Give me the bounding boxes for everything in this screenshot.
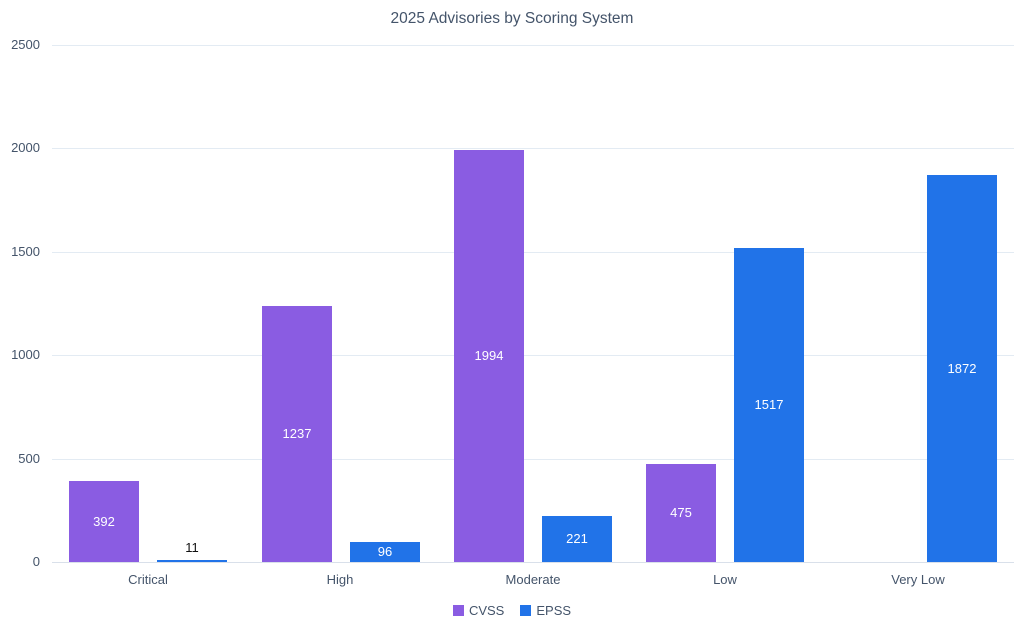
- bar-value-label: 1994: [474, 348, 504, 363]
- bar-value-label: 96: [377, 544, 393, 559]
- bar-cvss-high: [262, 306, 332, 562]
- bar-value-label: 1237: [282, 426, 312, 441]
- bar-cvss-critical: [69, 481, 139, 562]
- gridline: [52, 45, 1014, 46]
- gridline: [52, 355, 1014, 356]
- x-axis-label-moderate: Moderate: [505, 572, 561, 587]
- chart-title: 2025 Advisories by Scoring System: [390, 10, 634, 27]
- bar-cvss-moderate: [454, 150, 524, 562]
- x-axis-label-critical: Critical: [128, 572, 168, 587]
- gridline: [52, 459, 1014, 460]
- bar-epss-low: [734, 248, 804, 562]
- x-axis-label-very-low: Very Low: [891, 572, 945, 587]
- y-axis-tick-label: 2000: [11, 140, 40, 155]
- legend-item-cvss: CVSS: [452, 603, 505, 618]
- bar-value-label: 221: [566, 531, 588, 546]
- chart-legend: CVSS EPSS: [0, 603, 1024, 618]
- bar-value-label: 1872: [947, 361, 977, 376]
- bar-epss-moderate: [542, 516, 612, 562]
- x-axis-label-low: Low: [713, 572, 737, 587]
- y-axis-tick-label: 2500: [11, 37, 40, 52]
- bar-value-label: 11: [185, 540, 199, 555]
- legend-label-epss: EPSS: [536, 603, 572, 618]
- y-axis-tick-label: 1000: [11, 347, 40, 362]
- bar-epss-very-low: [927, 175, 997, 562]
- y-axis-tick-label: 1500: [11, 244, 40, 259]
- x-axis-line: [52, 562, 1014, 563]
- bar-epss-high: [350, 542, 420, 562]
- gridline: [52, 252, 1014, 253]
- y-axis-tick-label: 0: [32, 554, 40, 569]
- bar-value-label: 1517: [754, 397, 784, 412]
- legend-swatch-epss: [520, 605, 532, 616]
- y-axis-tick-label: 500: [18, 451, 40, 466]
- bar-cvss-low: [646, 464, 716, 562]
- bar-epss-critical: [157, 560, 227, 562]
- bar-value-label: 392: [93, 514, 115, 529]
- bar-value-label: 475: [670, 505, 692, 520]
- legend-label-cvss: CVSS: [468, 603, 505, 618]
- legend-item-epss: EPSS: [520, 603, 571, 618]
- gridline: [52, 148, 1014, 149]
- legend-swatch-cvss: [452, 605, 464, 616]
- x-axis-label-high: High: [326, 572, 354, 587]
